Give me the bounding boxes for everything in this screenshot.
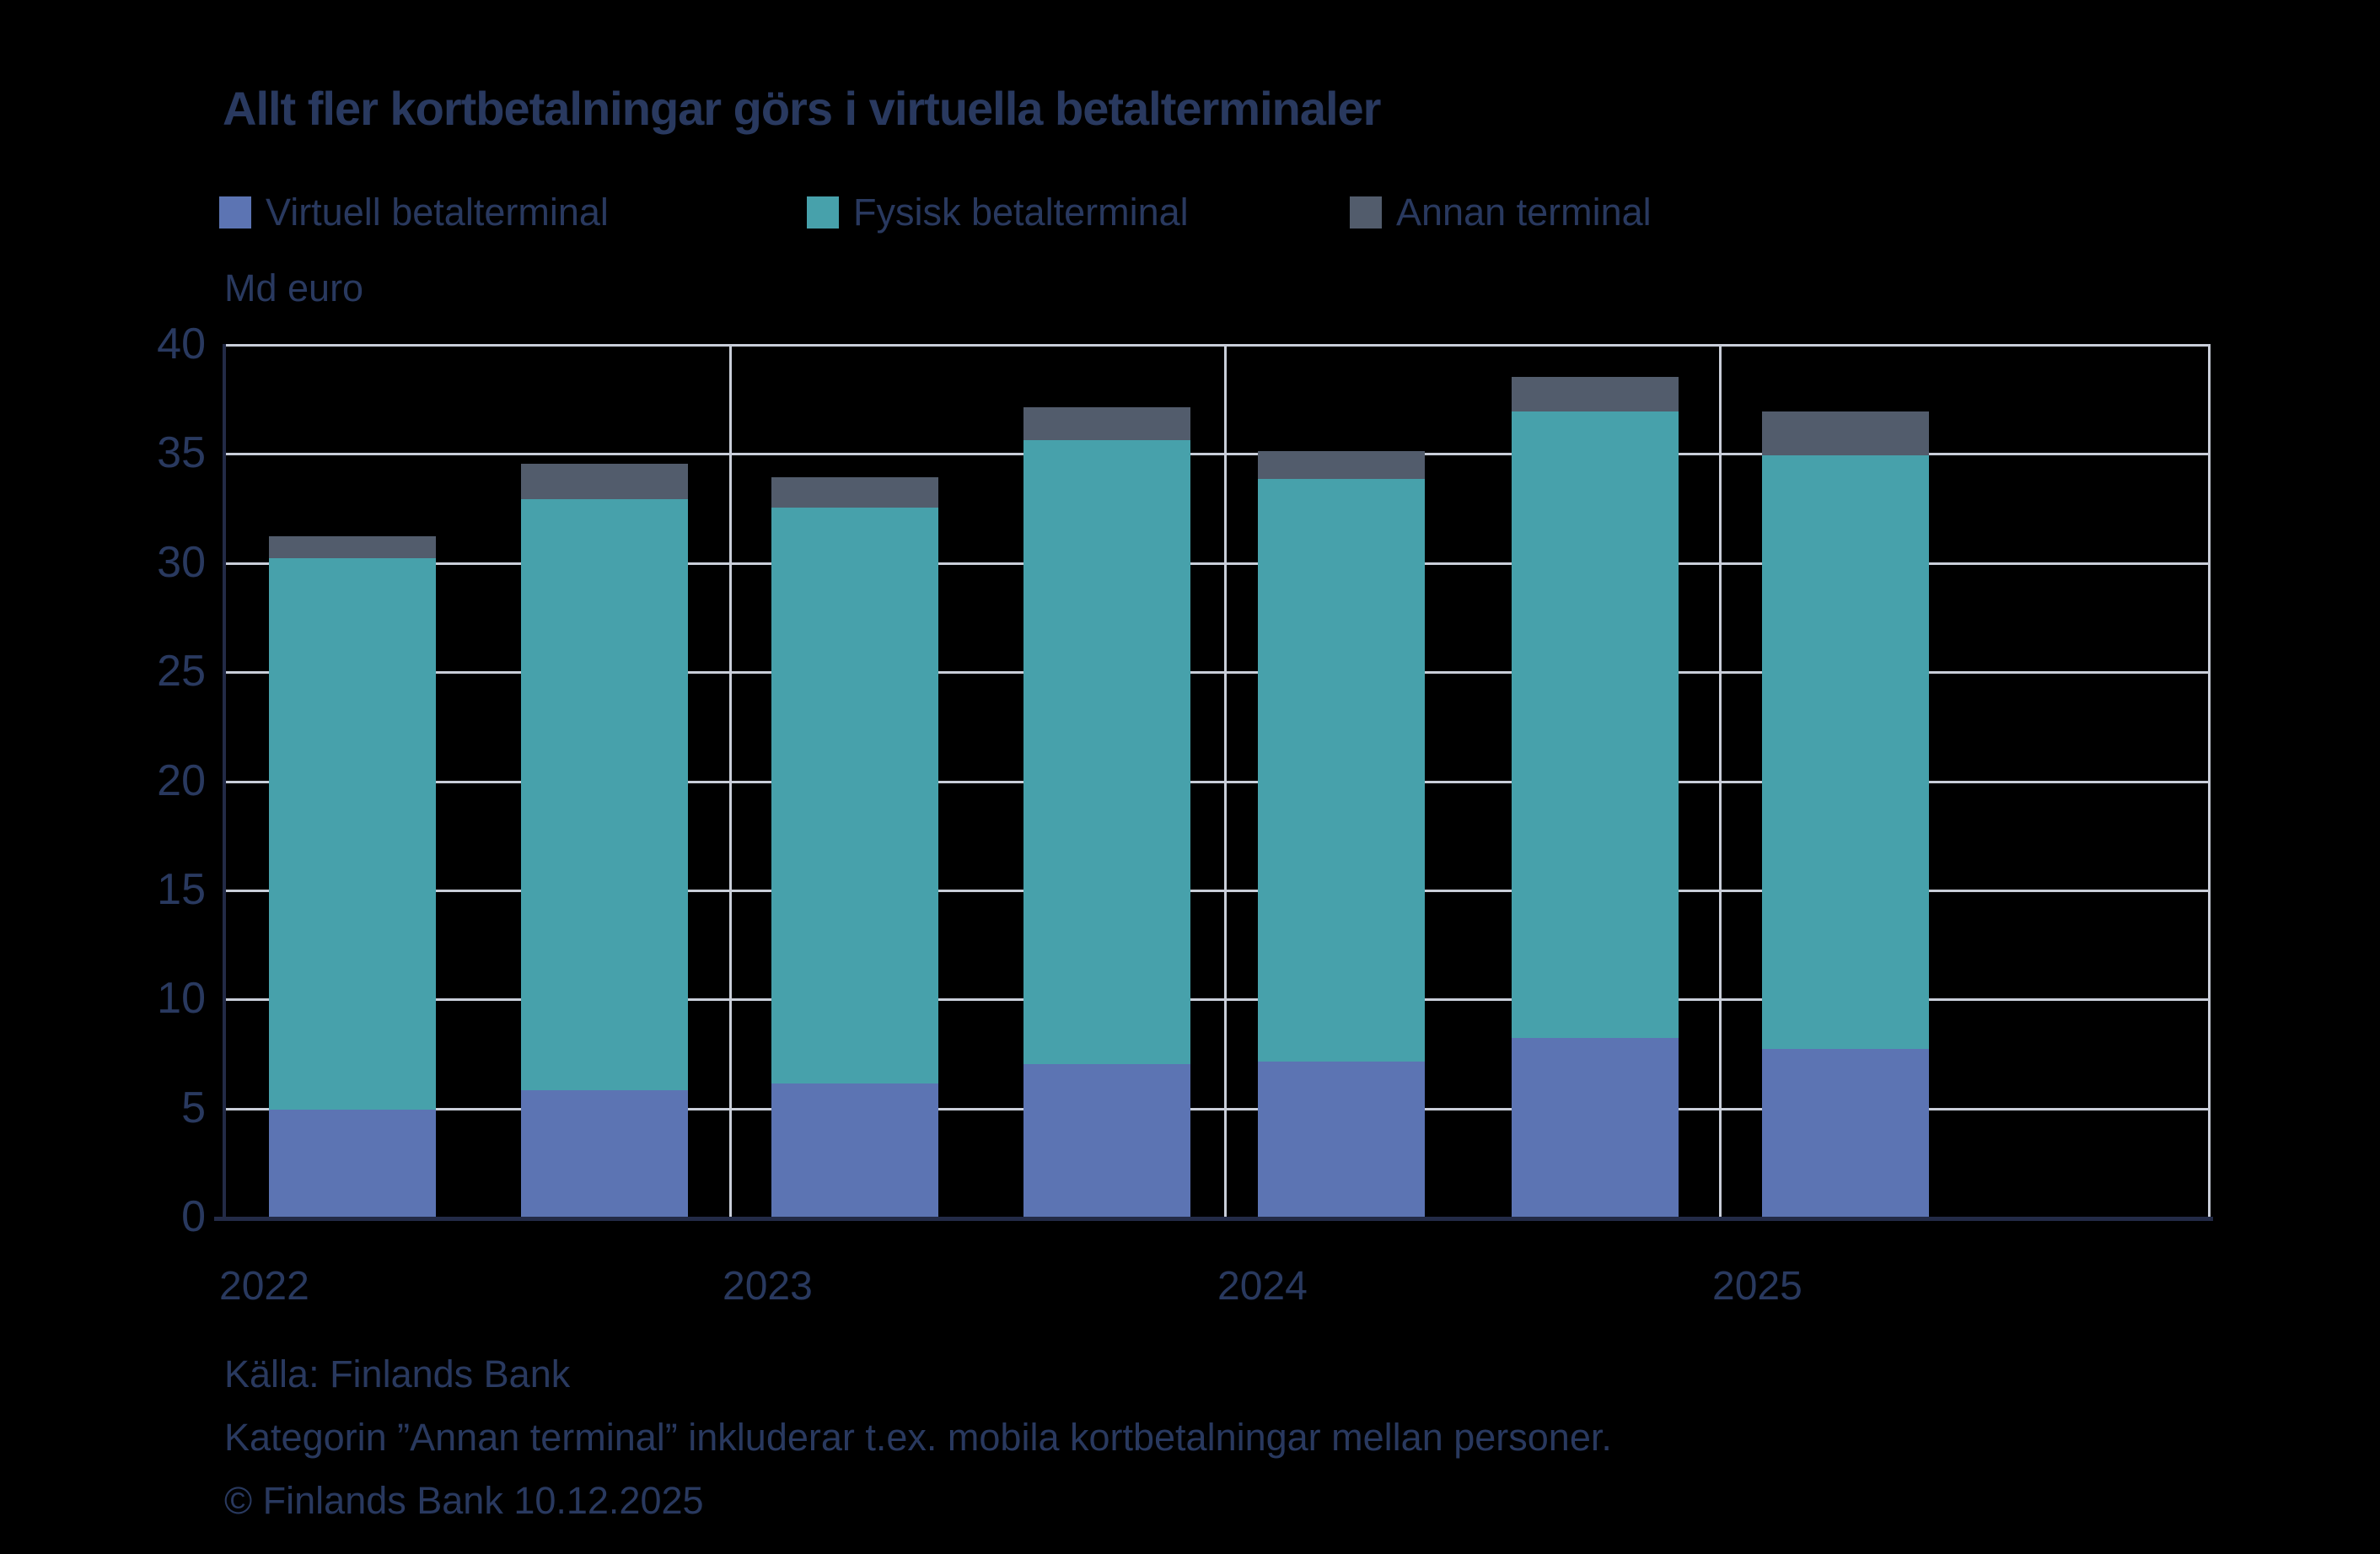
x-tick-label-2022: 2022 bbox=[219, 1264, 309, 1309]
bar-segment-2022-h2-annan-terminal bbox=[521, 464, 688, 499]
legend-marker-fysisk-betalterminal bbox=[807, 196, 839, 229]
legend-label-fysisk-betalterminal: Fysisk betalterminal bbox=[853, 191, 1189, 234]
bar-2022-h2 bbox=[521, 344, 688, 1217]
legend-item-virtuell-betalterminal: Virtuell betalterminal bbox=[219, 191, 609, 234]
bar-2023-h1 bbox=[771, 344, 938, 1217]
bar-2022-h1 bbox=[269, 344, 436, 1217]
y-axis-line bbox=[223, 344, 226, 1221]
year-separator bbox=[729, 344, 732, 1217]
gridline-y-5 bbox=[226, 1108, 2211, 1110]
y-axis-unit-label: Md euro bbox=[224, 266, 364, 309]
bar-segment-2022-h2-fysisk-betalterminal bbox=[521, 498, 688, 1090]
bar-segment-2024-h2-virtuell-betalterminal bbox=[1512, 1037, 1679, 1217]
y-tick-label-5: 5 bbox=[181, 1083, 206, 1132]
bar-segment-2023-h2-annan-terminal bbox=[1023, 407, 1190, 440]
y-tick-label-0: 0 bbox=[181, 1192, 206, 1241]
bar-segment-2024-h1-fysisk-betalterminal bbox=[1258, 479, 1425, 1062]
y-tick-label-10: 10 bbox=[157, 974, 206, 1023]
plot-right-border bbox=[2208, 344, 2211, 1217]
bar-2024-h2 bbox=[1512, 344, 1679, 1217]
legend-item-annan-terminal: Annan terminal bbox=[1350, 191, 1652, 234]
footer: Källa: Finlands Bank Kategorin ”Annan te… bbox=[224, 1342, 1612, 1532]
bar-segment-2023-h2-fysisk-betalterminal bbox=[1023, 439, 1190, 1064]
bar-segment-2022-h1-annan-terminal bbox=[269, 535, 436, 558]
bar-segment-2022-h2-virtuell-betalterminal bbox=[521, 1089, 688, 1217]
bar-2024-h1 bbox=[1258, 344, 1425, 1217]
bar-2025-h1 bbox=[1762, 344, 1929, 1217]
bar-segment-2023-h1-fysisk-betalterminal bbox=[771, 508, 938, 1084]
footer-source: Källa: Finlands Bank bbox=[224, 1352, 571, 1395]
bar-segment-2023-h1-annan-terminal bbox=[771, 476, 938, 508]
bar-segment-2025-h1-annan-terminal bbox=[1762, 411, 1929, 455]
x-axis-line bbox=[214, 1217, 2213, 1221]
year-separator bbox=[1719, 344, 1722, 1217]
y-tick-label-30: 30 bbox=[157, 538, 206, 587]
gridline-y-10 bbox=[226, 998, 2211, 1001]
y-tick-label-25: 25 bbox=[157, 647, 206, 696]
x-tick-label-2024: 2024 bbox=[1217, 1264, 1308, 1309]
gridline-y-35 bbox=[226, 453, 2211, 455]
legend-marker-annan-terminal bbox=[1350, 196, 1382, 229]
gridline-y-20 bbox=[226, 781, 2211, 783]
gridline-y-30 bbox=[226, 562, 2211, 565]
bar-segment-2024-h1-virtuell-betalterminal bbox=[1258, 1062, 1425, 1217]
gridline-y-40 bbox=[226, 344, 2211, 347]
legend-marker-virtuell-betalterminal bbox=[219, 196, 251, 229]
y-tick-label-35: 35 bbox=[157, 428, 206, 477]
chart-title: Allt fler kortbetalningar görs i virtuel… bbox=[223, 82, 1381, 135]
bar-segment-2025-h1-virtuell-betalterminal bbox=[1762, 1048, 1929, 1217]
x-tick-label-2025: 2025 bbox=[1712, 1264, 1802, 1309]
bar-segment-2023-h1-virtuell-betalterminal bbox=[771, 1083, 938, 1217]
y-tick-label-40: 40 bbox=[157, 320, 206, 368]
bar-segment-2023-h2-virtuell-betalterminal bbox=[1023, 1063, 1190, 1217]
y-tick-label-20: 20 bbox=[157, 756, 206, 805]
bar-segment-2022-h1-fysisk-betalterminal bbox=[269, 557, 436, 1110]
legend-item-fysisk-betalterminal: Fysisk betalterminal bbox=[807, 191, 1189, 234]
bar-segment-2024-h2-annan-terminal bbox=[1512, 376, 1679, 412]
plot-area bbox=[214, 344, 2213, 1221]
y-tick-label-15: 15 bbox=[157, 865, 206, 914]
bar-segment-2024-h1-annan-terminal bbox=[1258, 450, 1425, 480]
footer-copyright: © Finlands Bank 10.12.2025 bbox=[224, 1479, 704, 1522]
bar-2023-h2 bbox=[1023, 344, 1190, 1217]
footer-note: Kategorin ”Annan terminal” inkluderar t.… bbox=[224, 1416, 1612, 1459]
legend-label-virtuell-betalterminal: Virtuell betalterminal bbox=[266, 191, 609, 234]
gridline-y-25 bbox=[226, 671, 2211, 674]
x-tick-label-2023: 2023 bbox=[723, 1264, 813, 1309]
legend-label-annan-terminal: Annan terminal bbox=[1396, 191, 1652, 234]
year-separator bbox=[1224, 344, 1227, 1217]
bar-segment-2024-h2-fysisk-betalterminal bbox=[1512, 411, 1679, 1038]
bar-segment-2022-h1-virtuell-betalterminal bbox=[269, 1110, 436, 1217]
bar-segment-2025-h1-fysisk-betalterminal bbox=[1762, 454, 1929, 1049]
gridline-y-15 bbox=[226, 890, 2211, 892]
